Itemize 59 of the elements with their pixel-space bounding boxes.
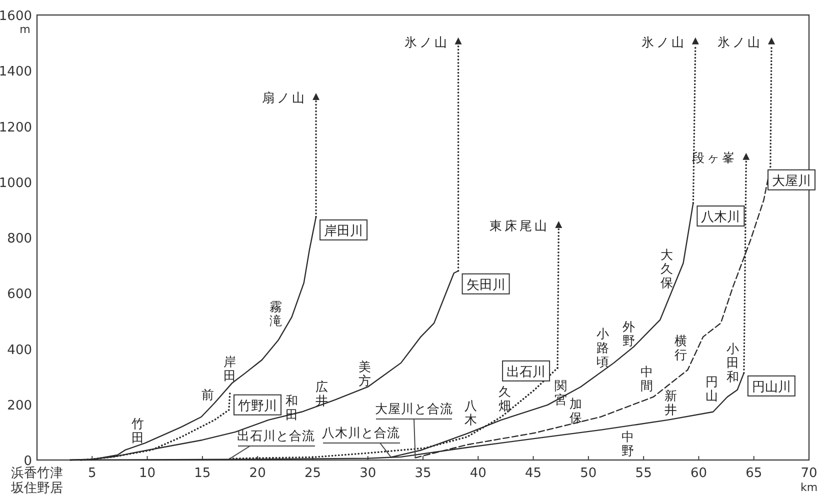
series-label: 竹野川	[238, 398, 277, 414]
series-label: 矢田川	[466, 278, 506, 293]
x-tick-label: 5	[88, 466, 96, 481]
y-tick-label: 400	[7, 342, 32, 358]
annotation: 霧滝	[270, 299, 282, 328]
x-tick-label: 20	[249, 466, 266, 481]
x-tick-label: 55	[635, 466, 652, 481]
annotation: 中野	[622, 429, 634, 458]
series-label: 大屋川	[772, 174, 811, 189]
annotation: 小路頃	[596, 326, 610, 369]
annotation: 円山	[706, 374, 718, 403]
y-tick-label: 600	[7, 287, 32, 302]
x-tick-label: 40	[470, 466, 486, 481]
annotation: 横行	[674, 333, 688, 362]
x-tick-label: 50	[580, 466, 597, 481]
annotation: 扇ノ山	[262, 90, 308, 106]
x-axis-title: km	[800, 481, 818, 494]
annotation: 氷ノ山	[718, 34, 763, 50]
x-tick-label: 60	[690, 466, 707, 481]
annotation: 岸田	[224, 354, 236, 383]
annotation: 久畑	[498, 384, 512, 413]
x-tick-label: 70	[800, 466, 818, 481]
annotation: 東床尾山	[490, 218, 550, 233]
annotation: 広井	[316, 379, 328, 408]
annotation: 出石川と合流	[237, 428, 315, 443]
y-tick-label: 200	[7, 398, 32, 414]
x-tick-label: 45	[525, 466, 542, 481]
annotation: 氷ノ山	[404, 34, 450, 50]
annotation: 竹田	[132, 416, 144, 445]
x-tick-label: 15	[194, 466, 211, 481]
annotation: 氷ノ山	[641, 34, 686, 50]
y-tick-label: 1600	[0, 9, 32, 24]
series-label: 出石川	[506, 364, 546, 380]
y-tick-label: 800	[7, 232, 32, 246]
x-tick-label: 35	[414, 466, 432, 481]
y-tick-label: 1200	[0, 120, 32, 136]
series-label: 八木川	[701, 210, 740, 226]
annotation: 加保	[570, 396, 582, 425]
annotation: 八木川と合流	[322, 425, 400, 440]
annotation: 大久保	[660, 247, 674, 290]
annotation: 大屋川と合流	[375, 401, 453, 416]
annotation: 前	[202, 387, 214, 402]
annotation: 段ヶ峯	[692, 150, 738, 165]
x-tick-label: 30	[360, 466, 376, 481]
x-tick-label: 65	[746, 466, 762, 481]
y-tick-label: 1400	[0, 64, 32, 80]
annotation: 中間	[640, 364, 654, 393]
x-tick-label: 25	[304, 466, 321, 481]
annotation: 新井	[664, 388, 678, 417]
x-tick-label: 浜香竹津坂住野居	[10, 466, 63, 495]
series-label: 円山川	[752, 380, 791, 395]
x-tick-label: 10	[139, 466, 156, 481]
annotation: 美方	[358, 359, 372, 388]
annotation: 小田和	[726, 341, 740, 384]
series-label: 岸田川	[324, 224, 364, 239]
y-axis-title: m	[20, 23, 30, 36]
annotation: 外野	[622, 319, 636, 348]
annotation: 八木	[464, 398, 478, 427]
y-tick-label: 1000	[0, 176, 32, 191]
